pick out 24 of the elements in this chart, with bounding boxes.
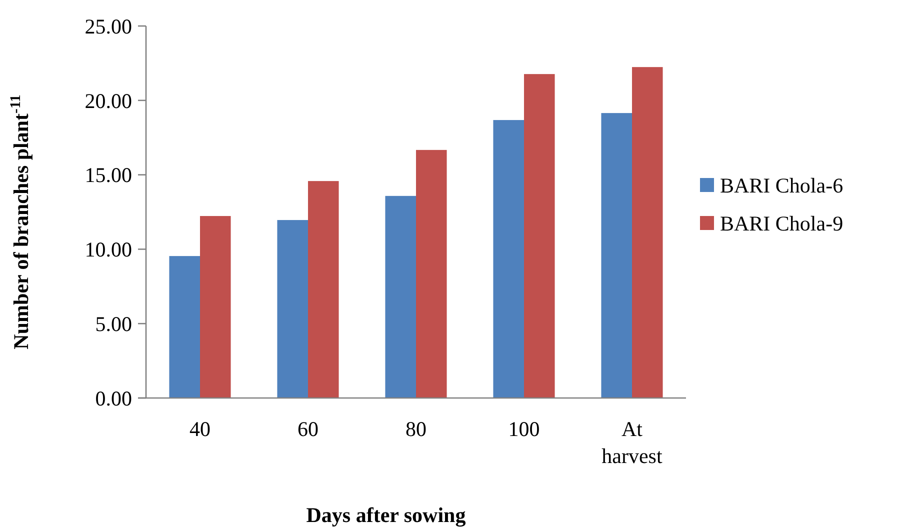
y-tick-label: 20.00 [84, 88, 132, 113]
x-tick-label: 80 [406, 417, 426, 441]
x-tick-label: 100 [508, 417, 540, 441]
bar [524, 74, 555, 398]
bar [416, 150, 447, 398]
bar [493, 120, 524, 398]
y-tick-label: 25.00 [84, 14, 132, 38]
bar [385, 196, 416, 398]
x-axis-title: Days after sowing [306, 503, 466, 527]
bar [169, 256, 200, 398]
y-tick-label: 10.00 [84, 238, 132, 262]
bar [308, 181, 339, 398]
bar [200, 216, 231, 398]
x-tick-label: At harvest [602, 417, 662, 468]
x-tick-label: 60 [298, 417, 318, 441]
bar [601, 113, 632, 398]
y-tick-label: 15.00 [84, 163, 132, 188]
bar [277, 220, 308, 398]
y-tick-label: 0.00 [95, 386, 132, 410]
legend-label: BARI Chola-9 [720, 211, 844, 236]
x-tick-label: 40 [190, 417, 210, 441]
bar [632, 67, 663, 398]
legend-label: BARI Chola-6 [720, 173, 844, 198]
y-tick-label: 5.00 [95, 312, 132, 336]
